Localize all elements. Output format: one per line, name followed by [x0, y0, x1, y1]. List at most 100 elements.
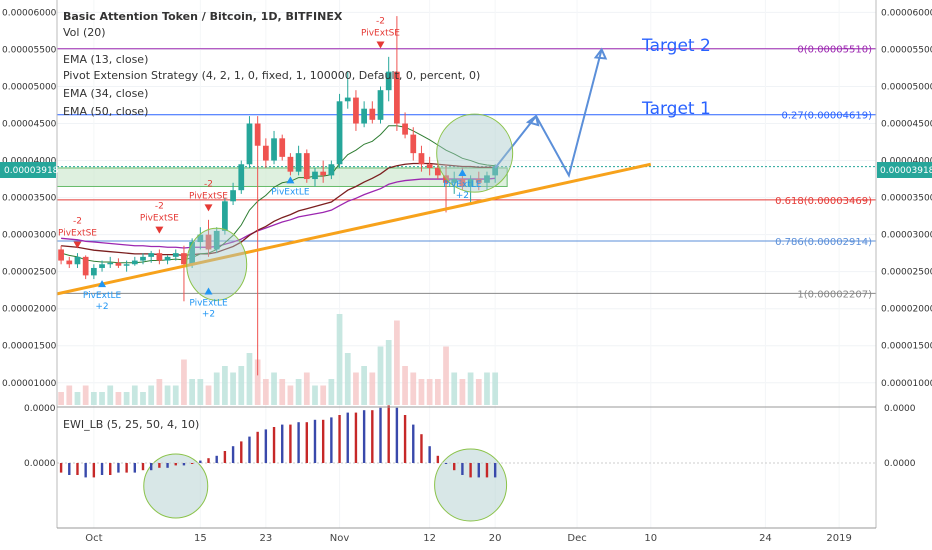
signal-arrow-up [98, 280, 107, 288]
signal-count: -2 [376, 16, 385, 26]
volume-bar [459, 379, 466, 405]
candle-body [353, 97, 359, 124]
y-tick-left: 0.00006000 [2, 8, 57, 18]
y-tick-right: 0.00003500 [881, 194, 932, 204]
y-tick-left: 0.00002000 [2, 305, 57, 315]
volume-bar [475, 379, 482, 405]
volume-bar [434, 379, 441, 405]
osc-bar [264, 429, 268, 463]
osc-bar [125, 463, 128, 473]
osc-bar [281, 424, 284, 463]
osc-bar [207, 458, 210, 463]
x-tick-label: 24 [759, 533, 772, 544]
volume-bar [410, 372, 417, 405]
volume-bar [262, 379, 269, 405]
osc-bar [92, 463, 96, 478]
legend: Basic Attention Token / Bitcoin, 1D, BIT… [63, 10, 480, 431]
osc-bar [190, 463, 194, 464]
x-tick-label: Oct [85, 533, 102, 544]
osc-circle-2 [434, 448, 508, 522]
volume-bar [279, 379, 286, 405]
current-price-tag: 0.00003918 0.00003918 [0, 162, 932, 178]
osc-bar [313, 419, 317, 463]
osc-bar [141, 463, 145, 471]
signal-count: +2 [95, 302, 108, 312]
signal-arrow-down [155, 226, 164, 234]
legend-ema34: EMA (34, close) [63, 87, 148, 100]
candle-body [90, 267, 97, 276]
candle-body [82, 256, 89, 276]
osc-bar [379, 407, 382, 463]
candle-body [246, 123, 253, 165]
osc-bar [453, 463, 456, 471]
y-tick-left: 0.00003000 [2, 231, 57, 241]
target-1-label: Target 1 [641, 99, 711, 119]
osc-bar [100, 463, 104, 475]
candle-body [238, 164, 245, 191]
volume-bar [336, 314, 343, 405]
osc-bar [297, 422, 300, 463]
candle-body [213, 230, 220, 250]
volume-bar [344, 353, 351, 405]
osc-bar [485, 463, 489, 478]
signal-label: PivExtLE [189, 298, 228, 308]
volume-bar [213, 372, 220, 405]
grid [57, 0, 876, 528]
x-tick-label: 12 [423, 533, 436, 544]
legend-volume: Vol (20) [63, 26, 106, 39]
osc-bar [174, 463, 177, 466]
osc-bar [117, 463, 120, 473]
osc-bar [354, 412, 358, 463]
signal-arrow-down [73, 241, 82, 249]
signal-count: +2 [202, 309, 215, 319]
candle-body [181, 253, 187, 265]
signal-label: PivExtSE [189, 191, 228, 201]
candle-body [279, 138, 286, 157]
volume-bar [254, 359, 261, 405]
volume-bar [181, 359, 187, 405]
candle-body [197, 234, 204, 243]
ema50-line [61, 177, 496, 249]
candle-body [312, 171, 318, 180]
signal-arrow-up [204, 287, 213, 295]
y-tick-right: 0.00002500 [881, 268, 932, 278]
candle-body [410, 134, 417, 154]
candle-body [492, 166, 499, 176]
target-2-label: Target 2 [641, 36, 711, 56]
x-tick-label: 20 [489, 533, 502, 544]
drawings [56, 47, 652, 522]
volume-bar [205, 385, 212, 405]
candle-body [451, 179, 458, 183]
osc-bar [240, 441, 243, 463]
price-tag-left [0, 162, 56, 178]
trend-line [56, 162, 652, 296]
y-tick-right: 0.00004500 [881, 120, 932, 130]
osc-bar [199, 460, 202, 463]
signal-count: +2 [456, 191, 469, 201]
candle-body [287, 156, 294, 172]
osc-bar [321, 419, 325, 463]
volume-bar [230, 372, 236, 405]
volume-bar [295, 379, 302, 405]
y-tick-right: 0.00003000 [881, 231, 932, 241]
signal-arrow-up [458, 168, 467, 176]
osc-bar [223, 451, 227, 463]
volume-bar [426, 379, 433, 405]
current-price-right: 0.00003918 [880, 166, 932, 176]
signal-label: PivExtLE [83, 291, 122, 301]
volume-bar [222, 366, 228, 405]
y-tick-left: 0.00003500 [2, 194, 57, 204]
fib-label: 0.786(0.00002914) [775, 237, 872, 248]
osc-bar [387, 405, 390, 463]
volume-bar [172, 385, 179, 405]
volume-bar [361, 366, 367, 405]
projection-path [494, 49, 603, 179]
osc-tick-left: 0.0000 [24, 404, 56, 414]
osc-bar [76, 463, 79, 475]
x-tick-label: Nov [330, 533, 350, 544]
osc-bar [68, 463, 71, 475]
signal-count: -2 [73, 216, 82, 226]
volume-bar [369, 372, 376, 405]
